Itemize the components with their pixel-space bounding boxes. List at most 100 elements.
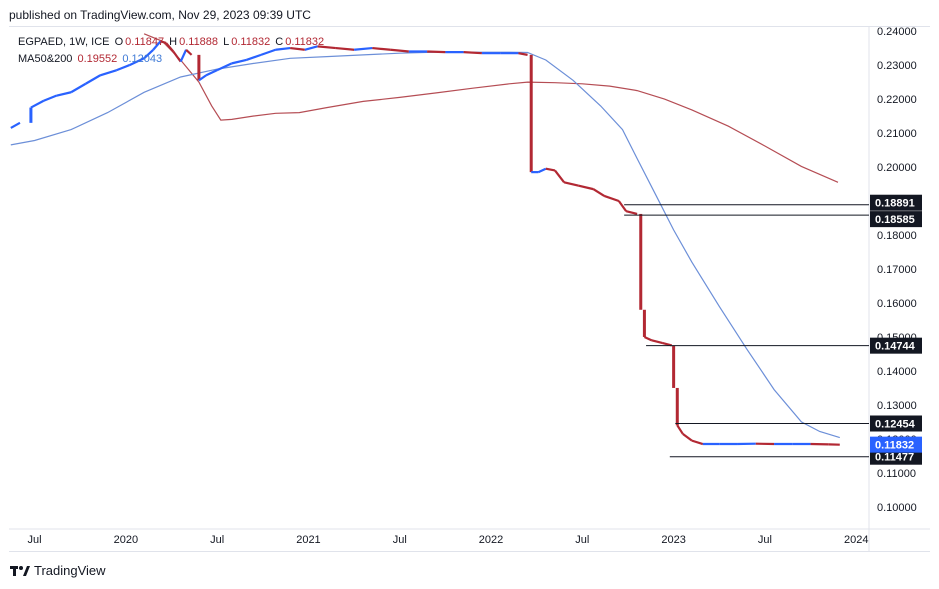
x-tick-label: Jul — [575, 534, 589, 546]
price-candle — [231, 58, 247, 65]
price-candle — [99, 69, 118, 77]
legend-open-value: 0.11847 — [125, 36, 165, 48]
legend-low-value: 0.11832 — [231, 36, 271, 48]
price-candle — [304, 45, 318, 51]
price-candle — [290, 46, 305, 51]
price-candle — [682, 432, 693, 442]
price-candle — [165, 42, 175, 53]
price-candle — [545, 167, 556, 172]
price-candle — [676, 424, 684, 435]
price-candle — [185, 48, 193, 56]
price-candle — [70, 82, 87, 94]
y-tick-label: 0.23000 — [877, 60, 917, 72]
price-candle — [518, 52, 528, 56]
price-candle — [56, 91, 72, 97]
x-tick-label: 2024 — [844, 534, 868, 546]
price-candle — [538, 167, 547, 174]
price-candle — [578, 184, 594, 191]
price-candle — [152, 40, 162, 51]
legend-open-label: O — [114, 36, 124, 48]
level-price-text: 0.18585 — [875, 214, 915, 226]
price-candle — [260, 48, 276, 56]
legend-high-value: 0.11888 — [179, 36, 219, 48]
y-tick-label: 0.20000 — [877, 162, 917, 174]
price-candle — [116, 64, 130, 72]
price-candle — [390, 48, 409, 53]
legend-ohlc-row: EGPAED, 1W, ICE O 0.11847 H 0.11888 L 0.118… — [18, 34, 326, 51]
price-candle — [592, 188, 605, 197]
price-candle — [372, 46, 391, 51]
last-price-tag — [870, 436, 922, 453]
x-tick-label: 2020 — [114, 534, 138, 546]
price-candle — [691, 439, 704, 446]
x-tick-label: 2022 — [479, 534, 503, 546]
y-tick-label: 0.18000 — [877, 230, 917, 242]
price-candle — [179, 49, 188, 63]
legend-close-label: C — [275, 36, 284, 48]
ma-line-ma50 — [143, 33, 839, 183]
price-candle — [672, 345, 676, 388]
price-candle — [625, 210, 638, 216]
price-candle — [197, 54, 201, 81]
price-candle — [198, 74, 207, 82]
brand-label: TradingView — [34, 563, 106, 578]
price-candle — [651, 339, 663, 345]
price-candle — [10, 121, 21, 129]
price-candle — [529, 54, 533, 173]
price-candle — [427, 50, 446, 54]
x-tick-label: 2021 — [296, 534, 320, 546]
tradingview-brand[interactable]: TradingView — [10, 563, 106, 578]
y-tick-label: 0.11000 — [877, 468, 916, 480]
price-candle — [160, 40, 167, 45]
price-candle — [554, 169, 565, 183]
legend-ma-label: MA50&200 — [18, 53, 73, 65]
level-price-text: 0.12454 — [875, 419, 916, 431]
price-candle — [216, 62, 233, 72]
y-tick-label: 0.14000 — [877, 366, 917, 378]
x-tick-label: Jul — [393, 534, 407, 546]
published-caption: published on TradingView.com, Nov 29, 20… — [9, 8, 311, 22]
level-price-text: 0.18891 — [875, 198, 915, 210]
legend-symbol: EGPAED, 1W, ICE — [18, 36, 110, 48]
legend-close-value: 0.11832 — [285, 36, 325, 48]
price-candle — [29, 107, 33, 123]
price-candle — [603, 194, 620, 203]
x-tick-label: Jul — [210, 534, 224, 546]
y-tick-label: 0.22000 — [877, 94, 917, 106]
price-candle — [317, 45, 336, 50]
price-candle — [246, 53, 262, 62]
price-candle — [563, 181, 579, 187]
price-candle — [662, 342, 673, 347]
chart-legend: EGPAED, 1W, ICE O 0.11847 H 0.11888 L 0.118… — [18, 34, 326, 68]
price-candle — [639, 213, 643, 310]
level-price-tag — [870, 415, 922, 432]
y-tick-label: 0.24000 — [877, 26, 917, 38]
price-candle — [643, 335, 653, 342]
x-tick-label: 2023 — [661, 534, 685, 546]
legend-high-label: H — [169, 36, 178, 48]
price-candle — [275, 46, 291, 51]
x-tick-label: Jul — [28, 534, 42, 546]
level-price-text: 0.14744 — [875, 341, 916, 353]
level-price-tag — [870, 211, 922, 228]
price-candle — [353, 46, 373, 51]
legend-ma-row: MA50&200 0.19552 0.12043 — [18, 51, 326, 68]
price-candle — [675, 387, 679, 426]
ma-line-ma200 — [10, 51, 840, 439]
level-price-tag — [870, 448, 922, 465]
level-price-tag — [870, 194, 922, 211]
level-price-text: 0.11477 — [875, 452, 914, 464]
price-candle — [642, 309, 646, 337]
y-tick-label: 0.17000 — [877, 264, 917, 276]
last-price-text: 0.11832 — [875, 440, 914, 452]
price-candle — [85, 74, 101, 85]
y-tick-label: 0.13000 — [877, 400, 917, 412]
tradingview-logo-icon — [10, 565, 30, 576]
x-tick-label: Jul — [758, 534, 772, 546]
price-candle — [335, 46, 355, 51]
price-candle — [617, 200, 628, 212]
y-tick-label: 0.16000 — [877, 298, 917, 310]
price-candle — [43, 94, 57, 102]
price-candle — [463, 51, 482, 55]
